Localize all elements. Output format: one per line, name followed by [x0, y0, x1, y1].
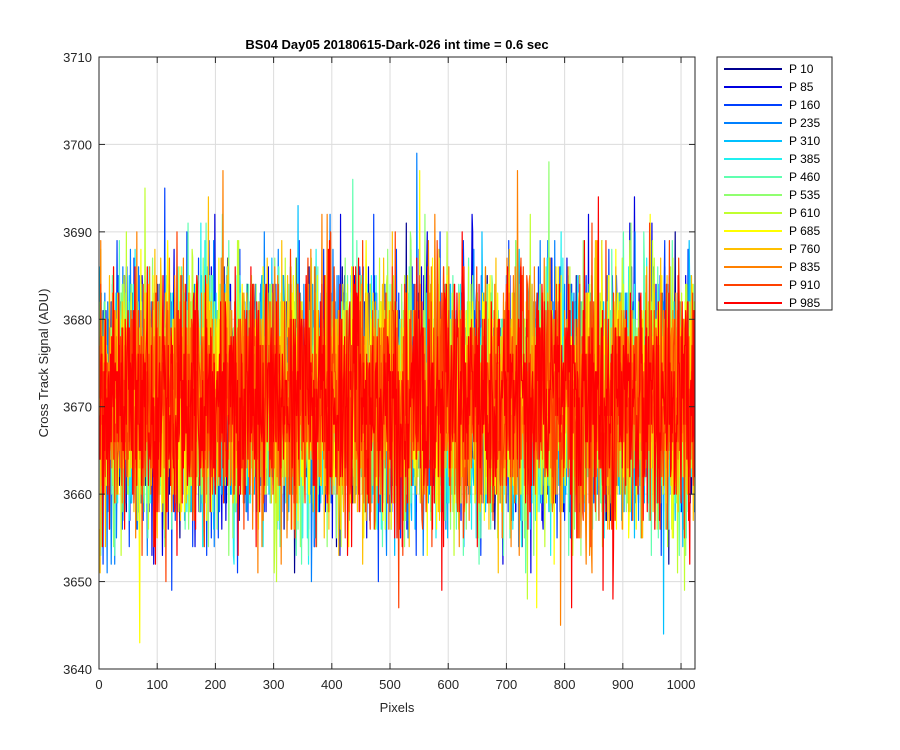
legend-label: P 10 — [789, 62, 814, 76]
x-tick-label: 100 — [146, 677, 168, 692]
series-line-p985 — [99, 196, 695, 609]
legend-label: P 385 — [789, 152, 820, 166]
y-tick-label: 3680 — [63, 312, 92, 327]
legend-label: P 310 — [789, 134, 820, 148]
x-tick-label: 800 — [554, 677, 576, 692]
x-tick-label: 0 — [95, 677, 102, 692]
axes-box — [98, 56, 696, 670]
x-tick-label: 200 — [205, 677, 227, 692]
plot-area — [98, 56, 696, 670]
x-tick-label: 400 — [321, 677, 343, 692]
y-tick-label: 3710 — [63, 50, 92, 65]
x-tick-label: 1000 — [667, 677, 696, 692]
tick-labels: 0 100 200 300 400 500 600 700 800 900 1000 3640 3650… — [63, 50, 695, 692]
y-tick-label: 3670 — [63, 400, 92, 415]
x-tick-label: 300 — [263, 677, 285, 692]
x-tick-label: 700 — [496, 677, 518, 692]
legend-label: P 460 — [789, 170, 820, 184]
legend-label: P 160 — [789, 98, 820, 112]
y-tick-label: 3650 — [63, 575, 92, 590]
x-tick-label: 600 — [437, 677, 459, 692]
legend-label: P 910 — [789, 278, 820, 292]
legend-label: P 610 — [789, 206, 820, 220]
y-tick-label: 3660 — [63, 487, 92, 502]
legend-label: P 760 — [789, 242, 820, 256]
x-tick-label: 500 — [379, 677, 401, 692]
y-tick-label: 3690 — [63, 225, 92, 240]
y-tick-label: 3640 — [63, 662, 92, 677]
legend-label: P 685 — [789, 224, 820, 238]
legend-label: P 985 — [789, 296, 820, 310]
legend-label: P 835 — [789, 260, 820, 274]
x-axis-label: Pixels — [380, 700, 415, 715]
x-tick-label: 900 — [612, 677, 634, 692]
legend-label: P 85 — [789, 80, 814, 94]
y-axis-label: Cross Track Signal (ADU) — [36, 289, 51, 438]
chart-title: BS04 Day05 20180615-Dark-026 int time = … — [245, 37, 548, 52]
series-lines — [99, 152, 695, 644]
legend-label: P 535 — [789, 188, 820, 202]
legend: P 10 P 85 P 160 P 235 P 310 P 385 P 460 P 535 P … — [716, 56, 833, 311]
legend-label: P 235 — [789, 116, 820, 130]
y-tick-label: 3700 — [63, 137, 92, 152]
